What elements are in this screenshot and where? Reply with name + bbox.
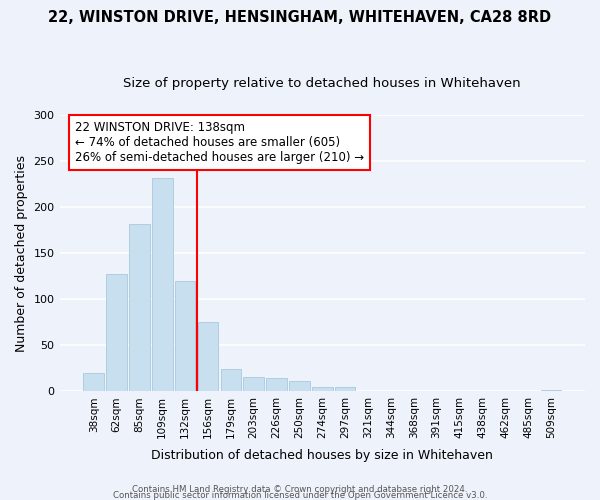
Bar (289, 382, 310, 392)
Bar (175, 281, 196, 392)
X-axis label: Distribution of detached houses by size in Whitehaven: Distribution of detached houses by size … (151, 450, 493, 462)
Bar (266, 378, 287, 392)
Bar (541, 390, 561, 392)
Title: Size of property relative to detached houses in Whitehaven: Size of property relative to detached ho… (124, 78, 521, 90)
Text: Contains public sector information licensed under the Open Government Licence v3: Contains public sector information licen… (113, 490, 487, 500)
Bar (198, 322, 218, 392)
Bar (244, 376, 264, 392)
Text: 22 WINSTON DRIVE: 138sqm
← 74% of detached houses are smaller (605)
26% of semi-: 22 WINSTON DRIVE: 138sqm ← 74% of detach… (76, 121, 364, 164)
Bar (335, 387, 355, 392)
Bar (129, 224, 150, 392)
Bar (106, 274, 127, 392)
Bar (152, 178, 173, 392)
Bar (221, 370, 241, 392)
Bar (312, 387, 332, 392)
Text: Contains HM Land Registry data © Crown copyright and database right 2024.: Contains HM Land Registry data © Crown c… (132, 484, 468, 494)
Text: 22, WINSTON DRIVE, HENSINGHAM, WHITEHAVEN, CA28 8RD: 22, WINSTON DRIVE, HENSINGHAM, WHITEHAVE… (49, 10, 551, 25)
Y-axis label: Number of detached properties: Number of detached properties (15, 155, 28, 352)
Bar (83, 373, 104, 392)
